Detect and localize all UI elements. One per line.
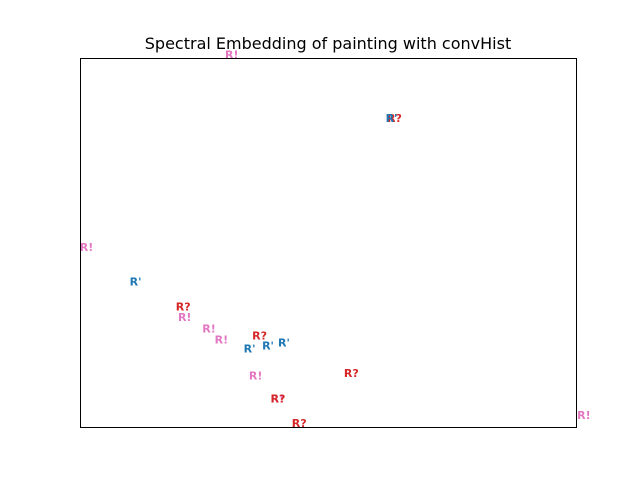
- data-point-label: R': [130, 276, 142, 289]
- data-point-label: R?: [387, 112, 402, 125]
- data-point-label: R': [278, 337, 290, 350]
- data-point-label: R': [386, 112, 398, 125]
- data-point-label: R!: [271, 393, 285, 406]
- chart-title: Spectral Embedding of painting with conv…: [145, 34, 511, 53]
- data-point-label: R!: [80, 241, 94, 254]
- data-point-label: R': [262, 340, 274, 353]
- data-point-label: R!: [249, 370, 263, 383]
- plot-area-frame: [80, 58, 577, 428]
- data-point-label: R': [244, 342, 256, 355]
- data-point-label: R!: [577, 409, 591, 422]
- data-point-label: R?: [292, 417, 307, 430]
- data-point-label: R?: [270, 393, 285, 406]
- data-point-label: R!: [202, 323, 216, 336]
- data-point-label: R!: [178, 311, 192, 324]
- data-point-label: R?: [344, 367, 359, 380]
- data-points: R!R?R'R!R'R?R!R!R! R?R'R'R'R?R!R!R?R?R!: [80, 48, 591, 430]
- data-point-label: R?: [176, 300, 191, 313]
- data-point-label: R!: [215, 334, 229, 347]
- data-point-label: R!: [225, 48, 239, 61]
- data-point-label: R?: [252, 330, 267, 343]
